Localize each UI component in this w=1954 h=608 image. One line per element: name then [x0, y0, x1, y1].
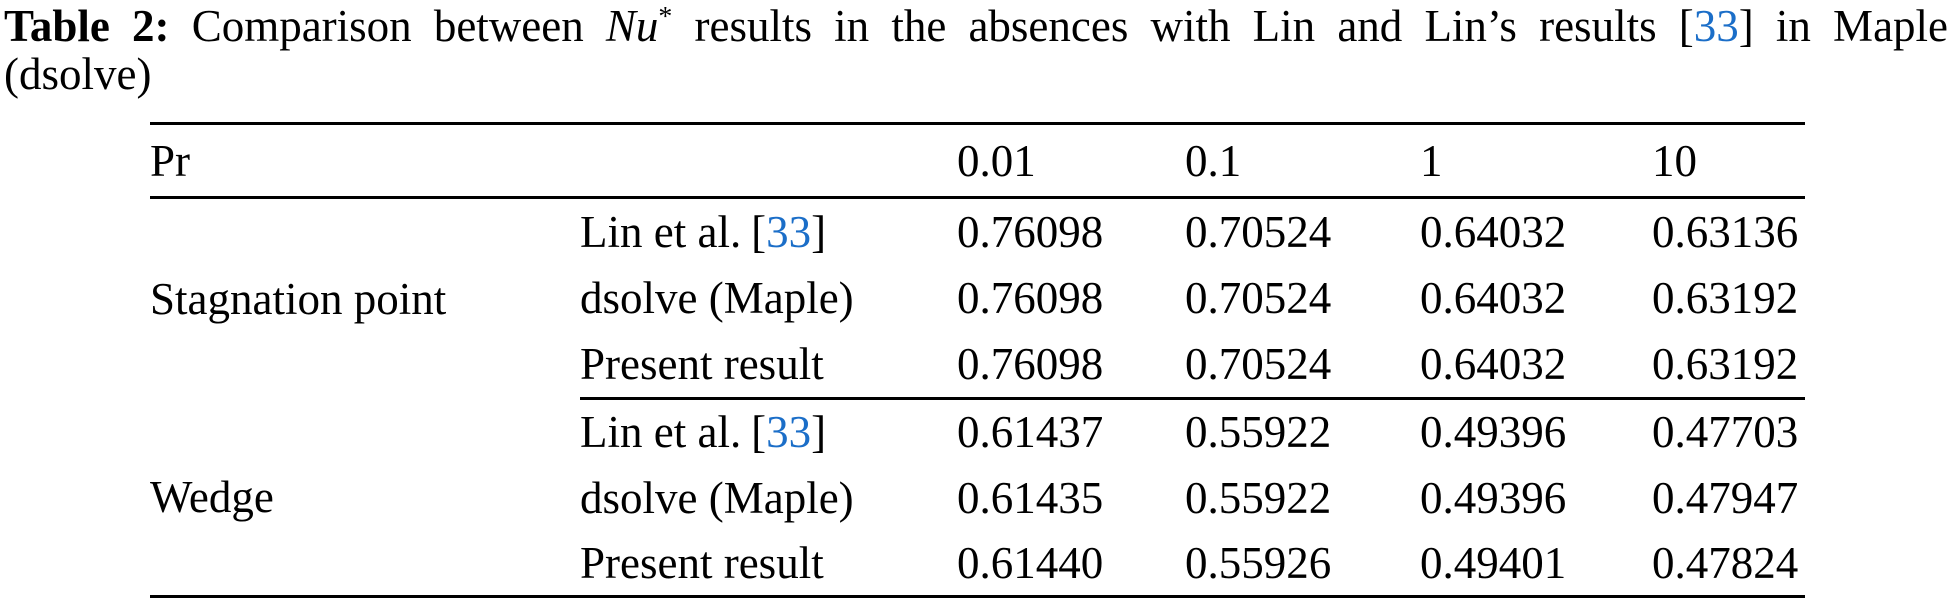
nu-symbol: Nu: [605, 1, 659, 51]
value-cell: 0.49396: [1420, 407, 1567, 458]
citation-bracket-open: [: [1678, 1, 1694, 51]
table-row: Present result 0.61440 0.55926 0.49401 0…: [150, 531, 1805, 597]
citation-ref-link[interactable]: 33: [766, 206, 812, 257]
value-cell: 0.47947: [1652, 472, 1799, 523]
table-row: Present result 0.76098 0.70524 0.64032 0…: [150, 331, 1805, 400]
value-cell: 0.63192: [1652, 273, 1799, 323]
value-cell: 0.64032: [1420, 331, 1652, 400]
caption-label: Table 2:: [4, 1, 170, 51]
group-label-wedge: Wedge: [150, 471, 274, 522]
value-cell: 0.49396: [1420, 472, 1567, 523]
value-cell: 0.55926: [1185, 537, 1332, 588]
method-cell: dsolve (Maple): [580, 472, 854, 523]
table-row: Stagnation point Lin et al. [33] 0.76098 …: [150, 198, 1805, 324]
header-pr-0.1: 0.1: [1185, 123, 1420, 199]
table-row: Wedge Lin et al. [33] 0.61437 0.55922 0.4…: [150, 399, 1805, 522]
results-table-wrapper: Pr 0.01 0.1 1 10 Stagnation point Lin et…: [150, 122, 1805, 598]
method-cell: Lin et al. [33]: [580, 399, 957, 465]
table-row: dsolve (Maple) 0.61435 0.55922 0.49396 0…: [150, 465, 1805, 531]
caption-text-in-maple: in Maple: [1775, 1, 1949, 51]
value-cell: 0.70524: [1185, 331, 1420, 400]
header-pr-1: 1: [1420, 123, 1652, 199]
method-label: Lin et al.: [580, 206, 742, 257]
caption-line-2: (dsolve): [4, 49, 152, 99]
citation-bracket-open: [: [751, 206, 767, 257]
header-row: Pr 0.01 0.1 1 10: [150, 123, 1805, 199]
value-cell: 0.70524: [1185, 206, 1332, 257]
method-cell: Lin et al. [33]: [580, 198, 957, 265]
header-empty: [580, 123, 957, 199]
citation-bracket-close: ]: [811, 206, 827, 257]
header-pr-0.01: 0.01: [957, 123, 1185, 199]
value-cell: 0.76098: [957, 273, 1104, 323]
nu-superscript-asterisk: *: [658, 1, 673, 32]
method-cell: dsolve (Maple): [580, 273, 854, 323]
header-pr: Pr: [150, 123, 580, 199]
value-cell: 0.61435: [957, 472, 1104, 523]
value-cell: 0.76098: [957, 206, 1104, 257]
method-cell: Present result: [580, 331, 957, 400]
value-cell: 0.64032: [1420, 273, 1567, 323]
method-label: Lin et al.: [580, 407, 742, 458]
value-cell: 0.49401: [1420, 537, 1567, 588]
results-table: Pr 0.01 0.1 1 10 Stagnation point Lin et…: [150, 122, 1805, 598]
value-cell: 0.63192: [1652, 331, 1805, 400]
caption-citation: [33]: [1679, 1, 1754, 51]
value-cell: 0.55922: [1185, 472, 1332, 523]
caption-line-1: Table 2: Comparison between Nu* results …: [4, 2, 1948, 50]
method-cell: Present result: [580, 537, 824, 588]
caption-text-results: results in the absences with Lin and Lin…: [694, 1, 1657, 51]
citation-bracket-close: ]: [811, 407, 827, 458]
citation-bracket-close: ]: [1738, 1, 1754, 51]
header-pr-10: 10: [1652, 123, 1805, 199]
value-cell: 0.61440: [957, 537, 1104, 588]
value-cell: 0.47703: [1652, 407, 1799, 458]
value-cell: 0.55922: [1185, 407, 1332, 458]
value-cell: 0.76098: [957, 331, 1185, 400]
nu-star-symbol: Nu*: [606, 1, 672, 51]
value-cell: 0.64032: [1420, 206, 1567, 257]
citation-ref-link[interactable]: 33: [1693, 1, 1739, 51]
citation-bracket-open: [: [751, 407, 767, 458]
group-label-stagnation-point: Stagnation point: [150, 273, 447, 324]
value-cell: 0.47824: [1652, 537, 1799, 588]
caption-text-comparison: Comparison between: [191, 1, 584, 51]
value-cell: 0.61437: [957, 407, 1104, 458]
table-caption: Table 2: Comparison between Nu* results …: [4, 2, 1948, 98]
value-cell: 0.63136: [1652, 206, 1799, 257]
citation-ref-link[interactable]: 33: [766, 407, 812, 458]
value-cell: 0.70524: [1185, 273, 1332, 323]
table-row: dsolve (Maple) 0.76098 0.70524 0.64032 0…: [150, 265, 1805, 332]
